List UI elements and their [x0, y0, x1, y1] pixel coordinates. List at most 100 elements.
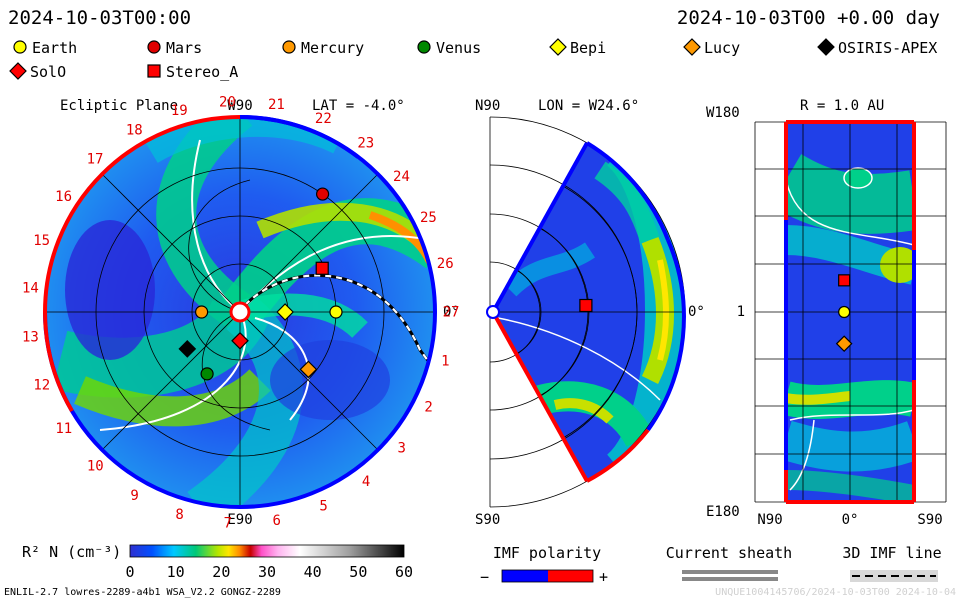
- current-sheath-legend: Current sheath: [666, 544, 792, 581]
- carrington-tick-16: 16: [55, 189, 72, 205]
- meridional-body-stereo-a: [579, 298, 593, 313]
- legend-marker-bepi: [549, 38, 567, 56]
- ecliptic-body-mercury: [195, 305, 209, 319]
- ecliptic-bodies: [178, 187, 343, 381]
- carrington-tick-25: 25: [420, 210, 437, 226]
- datetime-left: 2024-10-03T00:00: [8, 7, 191, 29]
- colorbar-ticks: 0 10 20 30 40 50 60: [125, 563, 413, 581]
- lonlat-body-lucy: [835, 335, 853, 353]
- ecliptic-panel: Ecliptic Plane LAT = -4.0° W90 E90 0° 12…: [22, 94, 460, 531]
- carrington-tick-10: 10: [87, 459, 104, 475]
- carrington-tick-3: 3: [397, 441, 405, 457]
- carrington-tick-17: 17: [87, 152, 104, 168]
- lonlat-title: R = 1.0 AU: [800, 98, 884, 114]
- legend-label-lucy: Lucy: [704, 39, 740, 57]
- current-sheath-swatch-1: [682, 570, 778, 574]
- lonlat-bodies: [835, 274, 853, 353]
- carrington-tick-21: 21: [268, 97, 285, 113]
- carrington-tick-1: 1: [441, 354, 449, 370]
- legend-label-venus: Venus: [436, 39, 481, 57]
- lonlat-mid-label: 1: [737, 304, 745, 320]
- carrington-tick-15: 15: [33, 233, 50, 249]
- colorbar-tick-10: 10: [167, 563, 185, 581]
- legend-label-osiris-apex: OSIRIS-APEX: [838, 39, 937, 57]
- legend-label-mercury: Mercury: [301, 39, 364, 57]
- lonlat-x-label-s90: S90: [917, 512, 942, 528]
- colorbar-tick-60: 60: [395, 563, 413, 581]
- carrington-tick-5: 5: [319, 499, 327, 515]
- ecliptic-density-field: [45, 117, 435, 507]
- meridional-title: LON = W24.6°: [538, 98, 639, 114]
- legend-marker-mars: [147, 40, 161, 54]
- carrington-tick-4: 4: [362, 474, 370, 490]
- carrington-tick-7: 7: [224, 516, 232, 532]
- colorbar-tick-50: 50: [349, 563, 367, 581]
- ecliptic-body-mars: [315, 187, 330, 201]
- carrington-tick-22: 22: [315, 111, 332, 127]
- lonlat-body-stereo-a: [838, 274, 851, 287]
- imf-polarity-positive-swatch: [548, 570, 593, 582]
- current-sheath-title: Current sheath: [666, 544, 792, 562]
- imf-polarity-negative-swatch: [502, 570, 548, 582]
- lonlat-x-label-0: 0°: [842, 512, 859, 528]
- imf-polarity-legend: IMF polarity − +: [480, 544, 608, 586]
- ecliptic-body-bepi: [276, 303, 294, 321]
- carrington-tick-19: 19: [171, 103, 188, 119]
- carrington-tick-26: 26: [437, 256, 454, 272]
- ecliptic-body-stereo-a: [315, 261, 329, 275]
- colorbar-ramp: [129, 544, 405, 558]
- legend: Earth Mars Mercury Venus Bepi Lucy OSIRIS-APEX…: [9, 38, 937, 81]
- footer-left: ENLIL-2.7 lowres-2289-a4b1 WSA_V2.2 GONG…: [4, 587, 281, 598]
- lonlat-top-label: W180: [706, 105, 740, 121]
- carrington-tick-9: 9: [130, 488, 138, 504]
- imf-polarity-plus: +: [599, 568, 608, 586]
- carrington-tick-8: 8: [175, 507, 183, 523]
- legend-marker-lucy: [683, 38, 701, 56]
- imf-line-title: 3D IMF line: [842, 544, 941, 562]
- lonlat-x-label-n90: N90: [757, 512, 782, 528]
- ecliptic-right-label: 0°: [443, 304, 460, 320]
- imf-line-legend: 3D IMF line: [842, 544, 942, 582]
- carrington-tick-12: 12: [33, 377, 50, 393]
- ecliptic-body-venus: [200, 367, 214, 381]
- meridional-right-label: 0°: [688, 304, 705, 320]
- lonlat-density-field: [786, 122, 914, 502]
- ecliptic-body-solo: [231, 331, 249, 350]
- legend-marker-stereo-a: [147, 64, 161, 78]
- ecliptic-top-label: W90: [227, 98, 252, 114]
- carrington-tick-6: 6: [272, 513, 280, 529]
- colorbar-tick-40: 40: [304, 563, 322, 581]
- legend-marker-mercury: [282, 40, 296, 54]
- current-sheath-swatch-2: [682, 577, 778, 581]
- legend-marker-earth: [13, 40, 27, 54]
- legend-label-bepi: Bepi: [570, 39, 606, 57]
- carrington-tick-2: 2: [424, 400, 432, 416]
- carrington-tick-20: 20: [219, 94, 236, 110]
- ecliptic-body-osiris-apex: [178, 340, 197, 358]
- ecliptic-body-lucy: [299, 360, 318, 379]
- legend-marker-venus: [417, 40, 431, 54]
- legend-label-earth: Earth: [32, 39, 77, 57]
- legend-marker-osiris-apex: [817, 38, 835, 56]
- ecliptic-bottom-label: E90: [227, 512, 252, 528]
- colorbar-tick-30: 30: [258, 563, 276, 581]
- imf-polarity-title: IMF polarity: [493, 544, 601, 562]
- ecliptic-body-earth: [329, 305, 343, 319]
- carrington-tick-24: 24: [393, 169, 410, 185]
- carrington-tick-13: 13: [22, 330, 39, 346]
- legend-label-solo: SolO: [30, 63, 66, 81]
- colorbar: R² N (cm⁻³) 0 10 20 30 40 50 60: [22, 543, 413, 581]
- sun-marker: [229, 301, 251, 323]
- meridional-bottom-label: S90: [475, 512, 500, 528]
- legend-label-mars: Mars: [166, 39, 202, 57]
- footer-right: UNQUE1004145706/2024-10-03T00 2024-10-04: [715, 587, 956, 598]
- carrington-tick-11: 11: [55, 421, 72, 437]
- colorbar-tick-20: 20: [212, 563, 230, 581]
- carrington-tick-23: 23: [357, 136, 374, 152]
- imf-polarity-minus: −: [480, 568, 489, 586]
- colorbar-label: R² N (cm⁻³): [22, 543, 121, 561]
- lonlat-bottom-label: E180: [706, 504, 740, 520]
- legend-marker-solo: [9, 62, 27, 80]
- lonlat-panel: W180 R = 1.0 AU E180 1 N90 0° S90: [706, 98, 947, 528]
